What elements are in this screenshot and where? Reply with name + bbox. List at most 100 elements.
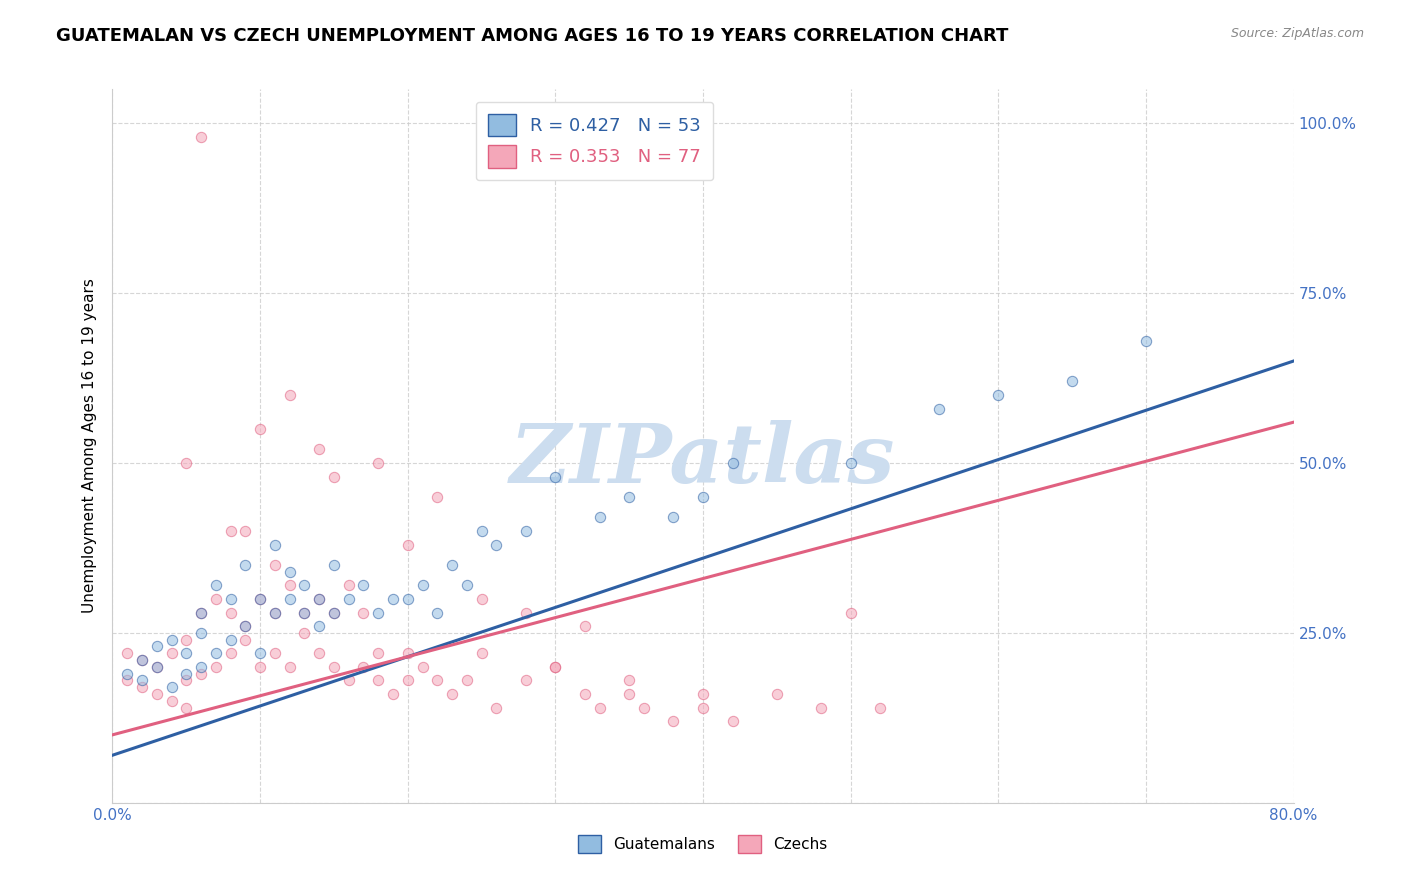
Point: [382, 591, 405, 606]
Point: [692, 490, 714, 504]
Point: [190, 626, 212, 640]
Point: [810, 700, 832, 714]
Legend: Guatemalans, Czechs: Guatemalans, Czechs: [572, 829, 834, 859]
Point: [264, 537, 287, 551]
Point: [205, 591, 228, 606]
Point: [323, 660, 346, 674]
Point: [337, 591, 360, 606]
Point: [308, 591, 330, 606]
Point: [233, 558, 256, 572]
Point: [278, 591, 301, 606]
Point: [928, 401, 950, 416]
Y-axis label: Unemployment Among Ages 16 to 19 years: Unemployment Among Ages 16 to 19 years: [82, 278, 97, 614]
Point: [190, 660, 212, 674]
Point: [470, 591, 494, 606]
Point: [264, 606, 287, 620]
Point: [456, 578, 478, 592]
Point: [987, 388, 1010, 402]
Point: [352, 660, 374, 674]
Point: [174, 632, 197, 647]
Point: [485, 537, 508, 551]
Point: [367, 673, 389, 688]
Point: [441, 558, 464, 572]
Point: [219, 591, 242, 606]
Point: [352, 578, 374, 592]
Point: [426, 673, 449, 688]
Point: [205, 660, 228, 674]
Point: [588, 700, 610, 714]
Point: [219, 632, 242, 647]
Point: [233, 619, 256, 633]
Point: [308, 619, 330, 633]
Point: [619, 490, 641, 504]
Point: [278, 565, 301, 579]
Point: [249, 660, 271, 674]
Point: [131, 653, 153, 667]
Point: [308, 442, 330, 457]
Point: [146, 660, 169, 674]
Point: [264, 558, 287, 572]
Point: [131, 653, 153, 667]
Point: [249, 591, 271, 606]
Point: [456, 673, 478, 688]
Point: [160, 646, 183, 660]
Point: [160, 632, 183, 647]
Point: [131, 680, 153, 694]
Point: [839, 456, 862, 470]
Point: [869, 700, 891, 714]
Point: [426, 606, 449, 620]
Point: [219, 606, 242, 620]
Point: [470, 524, 494, 538]
Point: [160, 694, 183, 708]
Point: [174, 673, 197, 688]
Point: [544, 660, 567, 674]
Point: [352, 606, 374, 620]
Point: [574, 619, 596, 633]
Point: [205, 578, 228, 592]
Point: [544, 469, 567, 483]
Point: [544, 660, 567, 674]
Point: [219, 646, 242, 660]
Point: [337, 578, 360, 592]
Point: [174, 456, 197, 470]
Point: [292, 626, 315, 640]
Point: [1135, 334, 1157, 348]
Point: [485, 700, 508, 714]
Point: [292, 578, 315, 592]
Point: [146, 660, 169, 674]
Point: [323, 606, 346, 620]
Point: [1062, 375, 1084, 389]
Point: [662, 714, 685, 729]
Point: [323, 469, 346, 483]
Point: [367, 606, 389, 620]
Point: [721, 456, 744, 470]
Point: [588, 510, 610, 524]
Point: [515, 606, 537, 620]
Point: [619, 673, 641, 688]
Point: [117, 646, 138, 660]
Point: [190, 606, 212, 620]
Point: [662, 510, 685, 524]
Point: [174, 700, 197, 714]
Point: [515, 673, 537, 688]
Point: [233, 619, 256, 633]
Point: [619, 687, 641, 701]
Point: [160, 680, 183, 694]
Point: [515, 524, 537, 538]
Point: [249, 591, 271, 606]
Point: [367, 456, 389, 470]
Point: [323, 606, 346, 620]
Point: [308, 646, 330, 660]
Point: [721, 714, 744, 729]
Point: [249, 646, 271, 660]
Point: [233, 632, 256, 647]
Point: [249, 422, 271, 436]
Point: [146, 687, 169, 701]
Point: [441, 687, 464, 701]
Point: [411, 578, 433, 592]
Point: [766, 687, 789, 701]
Point: [367, 646, 389, 660]
Point: [574, 687, 596, 701]
Point: [219, 524, 242, 538]
Point: [382, 687, 405, 701]
